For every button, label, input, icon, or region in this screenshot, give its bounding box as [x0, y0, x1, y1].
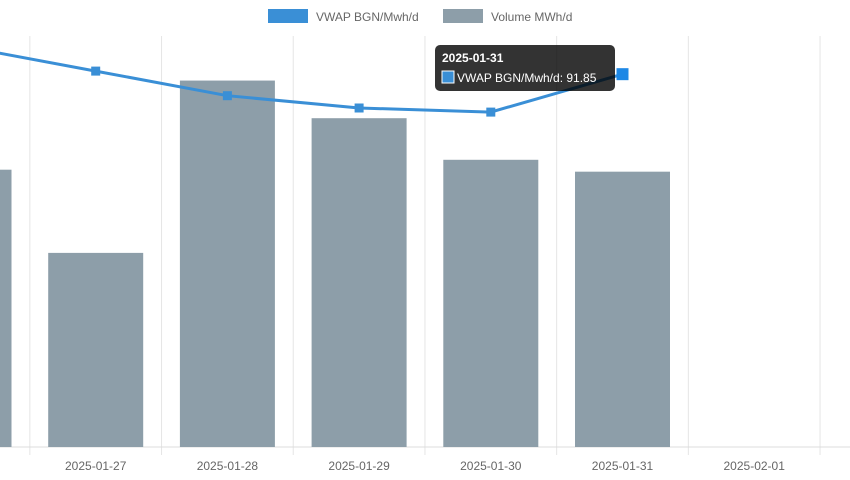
- x-tick-label: 2025-01-31: [592, 459, 654, 473]
- vwap-point[interactable]: [486, 107, 496, 117]
- tooltip: 2025-01-31 VWAP BGN/Mwh/d: 91.85: [435, 45, 615, 91]
- x-tick-label: 2025-01-28: [197, 459, 259, 473]
- legend: VWAP BGN/Mwh/d Volume MWh/d: [268, 9, 572, 24]
- vwap-point-active[interactable]: [616, 68, 629, 81]
- tooltip-title: 2025-01-31: [442, 51, 504, 65]
- volume-bar[interactable]: [443, 159, 539, 448]
- vwap-line: [0, 51, 629, 117]
- volume-bar[interactable]: [179, 80, 275, 448]
- legend-swatch-volume[interactable]: [443, 9, 483, 23]
- volume-bars: [0, 80, 670, 448]
- volume-bar[interactable]: [0, 169, 12, 447]
- volume-bar[interactable]: [311, 118, 407, 447]
- vwap-point[interactable]: [354, 103, 364, 113]
- legend-label-volume[interactable]: Volume MWh/d: [491, 10, 572, 24]
- volume-bar[interactable]: [575, 171, 670, 448]
- vwap-point[interactable]: [222, 91, 232, 101]
- x-tick-label: 2025-01-30: [460, 459, 522, 473]
- tooltip-box: [435, 45, 615, 91]
- grid-lines: [0, 36, 850, 455]
- legend-swatch-vwap[interactable]: [268, 9, 308, 23]
- x-axis-ticks: 2025-01-27 2025-01-28 2025-01-29 2025-01-30…: [65, 459, 785, 473]
- x-tick-label: 2025-02-01: [724, 459, 786, 473]
- tooltip-swatch: [441, 70, 455, 84]
- legend-label-vwap[interactable]: VWAP BGN/Mwh/d: [316, 10, 419, 24]
- volume-bar[interactable]: [48, 252, 144, 447]
- tooltip-label: VWAP BGN/Mwh/d: 91.85: [457, 71, 597, 85]
- vwap-point[interactable]: [91, 66, 101, 76]
- x-tick-label: 2025-01-29: [328, 459, 390, 473]
- x-tick-label: 2025-01-27: [65, 459, 127, 473]
